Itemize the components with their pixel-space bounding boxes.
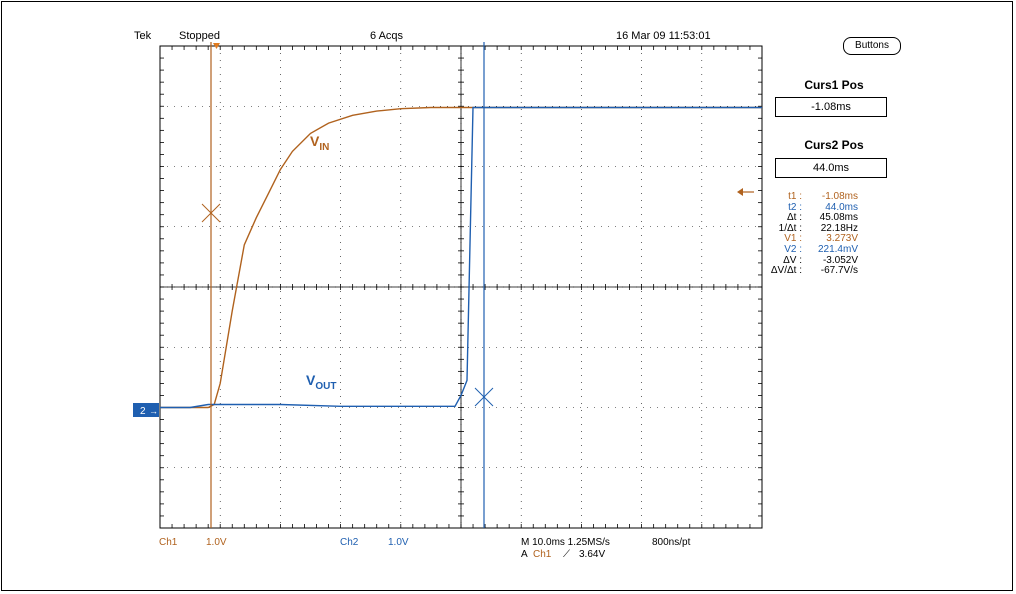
measurement-value: 44.0ms <box>825 201 858 213</box>
measurement-value: 22.18Hz <box>820 222 858 234</box>
curs1-pos-title: Curs1 Pos <box>804 78 864 92</box>
ch1-scale: 1.0V <box>206 537 227 548</box>
ch1-name: Ch1 <box>159 537 178 548</box>
measurement-label: t1 : <box>788 191 802 202</box>
vout-trace <box>160 106 762 409</box>
curs2-pos-title: Curs2 Pos <box>804 138 864 152</box>
channel2-marker[interactable]: 2 → <box>133 403 159 417</box>
timebase-label: M 10.0ms 1.25MS/s <box>521 537 610 548</box>
cursor2-cross-icon <box>474 387 494 407</box>
trigger-source: Ch1 <box>533 549 552 560</box>
trigger-prefix: A <box>521 549 528 560</box>
curs1-pos-field[interactable]: -1.08ms <box>775 97 887 117</box>
acquisition-count: 6 Acqs <box>370 30 404 42</box>
datetime-label: 16 Mar 09 11:53:01 <box>616 30 711 42</box>
measurement-value: -1.08ms <box>821 191 858 202</box>
measurement-row: 1/Δt : 22.18Hz <box>764 222 894 235</box>
acquisition-state: Stopped <box>179 30 220 42</box>
measurement-label: V1 : <box>784 233 802 245</box>
measurement-row: V1 : 3.273V <box>764 234 894 245</box>
buttons-button[interactable]: Buttons <box>843 37 901 55</box>
measurement-label: 1/Δt : <box>778 222 802 234</box>
trigger-position-icon <box>213 43 220 49</box>
measurement-row: ΔV : -3.052V <box>764 254 894 267</box>
trace-layer <box>160 106 762 409</box>
vout-label: VOUT <box>306 372 336 392</box>
vin-label-main: V <box>310 133 320 149</box>
measurement-value: -67.7V/s <box>820 265 858 277</box>
vin-label-sub: IN <box>319 142 329 153</box>
vout-label-sub: OUT <box>315 381 336 392</box>
record-length-label: 800ns/pt <box>652 537 691 548</box>
arrow-right-icon: → <box>149 406 158 416</box>
graticule <box>159 45 763 529</box>
measurement-row: Δt : 45.08ms <box>764 213 894 224</box>
measurement-row: ΔV/Δt : -67.7V/s <box>764 266 894 277</box>
measurement-value: 45.08ms <box>819 212 858 224</box>
measurement-value: 3.273V <box>826 233 858 245</box>
measurement-value: -3.052V <box>822 254 858 266</box>
measurement-label: ΔV/Δt : <box>770 265 802 277</box>
ch2-name: Ch2 <box>340 537 359 548</box>
measurement-label: V2 : <box>784 243 802 255</box>
trigger-level-arrow-icon <box>737 188 754 196</box>
vout-label-main: V <box>306 372 316 388</box>
curs2-pos-field[interactable]: 44.0ms <box>775 158 887 178</box>
vin-label: VIN <box>310 133 329 153</box>
channel2-marker-label: 2 <box>140 406 146 417</box>
ch2-scale: 1.0V <box>388 537 409 548</box>
trigger-slope-icon: ⟋ <box>563 549 570 560</box>
cursor1-cross-icon <box>201 203 221 223</box>
measurement-label: t2 : <box>788 201 802 213</box>
measurement-row: V2 : 221.4mV <box>764 243 894 256</box>
measurement-label: ΔV : <box>783 254 802 266</box>
trigger-level: 3.64V <box>579 549 606 560</box>
brand-label: Tek <box>134 30 152 42</box>
cursor-measurements: t1 : -1.08ms t2 : 44.0ms Δt : 45.08ms 1/Δt : 22… <box>764 191 894 277</box>
measurement-label: Δt : <box>786 212 802 224</box>
measurement-row: t2 : 44.0ms <box>764 201 894 214</box>
measurement-value: 221.4mV <box>817 243 858 255</box>
measurement-row: t1 : -1.08ms <box>764 191 894 203</box>
